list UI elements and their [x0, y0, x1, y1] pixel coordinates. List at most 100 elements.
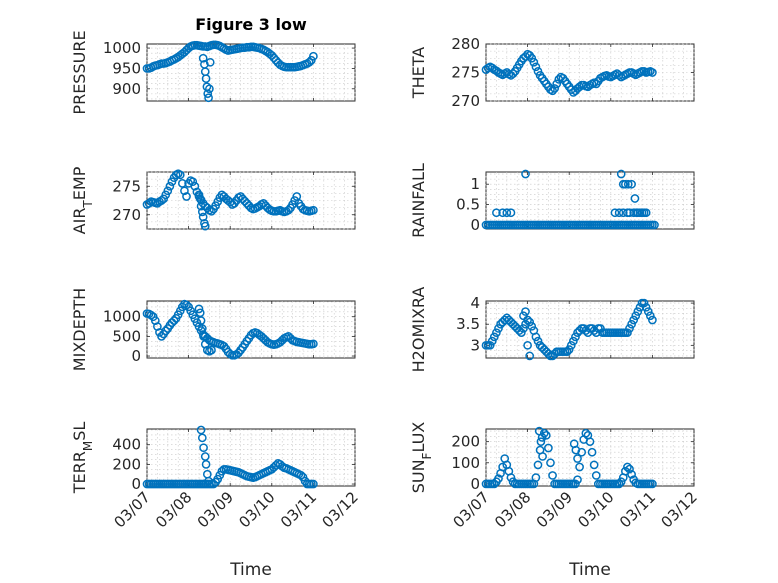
ytick-label-terrmsl: 0	[131, 475, 141, 493]
data-point-mixdepth	[207, 345, 216, 355]
data-point-pressure	[198, 53, 208, 63]
data-point-sunflux	[571, 445, 581, 455]
data-point-sunflux	[498, 462, 507, 472]
data-point-sunflux	[591, 471, 601, 480]
series-rainfall	[481, 169, 659, 230]
data-point-h2omixra	[519, 324, 528, 333]
data-point-terrmsl	[196, 425, 206, 435]
data-point-mixdepth	[169, 316, 179, 326]
xtick-label-terrmsl: 03/12	[319, 488, 362, 531]
data-point-sunflux	[494, 474, 503, 483]
data-point-mixdepth	[146, 310, 156, 320]
grid-rainfall	[485, 172, 695, 229]
ytick-label-theta: 270	[451, 92, 480, 110]
data-point-terrmsl	[271, 461, 281, 470]
data-point-sunflux	[546, 458, 555, 468]
data-point-airtemp	[207, 206, 216, 216]
data-point-sunflux	[623, 462, 632, 472]
data-point-sunflux	[581, 428, 591, 438]
data-point-airtemp	[163, 186, 173, 196]
data-point-sunflux	[589, 460, 599, 470]
data-point-theta	[575, 82, 584, 92]
ytick-label-h2omixra: 4	[470, 294, 480, 312]
data-point-mixdepth	[157, 332, 166, 341]
ytick-label-airtemp: 275	[112, 177, 141, 195]
data-point-pressure	[205, 57, 215, 67]
data-point-h2omixra	[569, 336, 578, 346]
data-point-h2omixra	[562, 347, 572, 357]
data-point-sunflux	[533, 460, 543, 470]
data-point-rainfall	[610, 208, 620, 218]
ytick-label-h2omixra: 3	[470, 336, 480, 354]
data-point-sunflux	[536, 437, 546, 447]
data-point-pressure	[205, 84, 214, 94]
ytick-label-mixdepth: 500	[112, 327, 141, 345]
data-point-rainfall	[650, 220, 659, 230]
data-point-sunflux	[548, 471, 557, 480]
data-point-airtemp	[182, 192, 191, 201]
ytick-label-theta: 275	[451, 64, 480, 82]
data-point-terrmsl	[199, 443, 208, 453]
ylabel-sunflux: SUNFLUX	[409, 422, 434, 494]
data-point-pressure	[267, 51, 277, 60]
series-terrmsl	[142, 425, 318, 489]
series-sunflux	[481, 426, 657, 489]
xlabel-sunflux: Time	[568, 560, 611, 580]
data-point-pressure	[309, 51, 318, 61]
xtick-label-sunflux: 03/07	[450, 488, 493, 531]
ytick-label-airtemp: 270	[112, 206, 141, 224]
ylabel-mixdepth: MIXDEPTH	[70, 288, 89, 371]
data-point-mixdepth	[199, 332, 208, 341]
data-point-h2omixra	[525, 317, 535, 327]
data-point-rainfall	[614, 208, 624, 218]
data-point-h2omixra	[625, 324, 634, 333]
axes-rainfall: 0 0.5 1 RAINFALL	[409, 163, 695, 238]
ytick-label-terrmsl: 200	[112, 455, 141, 473]
axes-h2omixra: 3 3.5 4 H2OMIXRA	[409, 287, 695, 372]
ytick-label-mixdepth: 1000	[103, 308, 141, 326]
data-point-rainfall	[506, 208, 516, 218]
data-point-pressure	[204, 93, 213, 103]
data-point-h2omixra	[648, 315, 657, 325]
data-point-rainfall	[630, 194, 640, 203]
data-point-theta	[614, 71, 624, 80]
data-point-h2omixra	[627, 319, 636, 329]
ytick-label-h2omixra: 3.5	[456, 315, 480, 333]
data-point-h2omixra	[564, 345, 574, 354]
xtick-label-sunflux: 03/08	[491, 488, 534, 531]
data-point-airtemp	[157, 196, 166, 205]
data-point-rainfall	[618, 208, 628, 218]
data-point-terrmsl	[296, 470, 306, 480]
data-point-h2omixra	[575, 326, 584, 335]
data-point-h2omixra	[525, 351, 535, 361]
grid-pressure	[146, 44, 356, 101]
series-h2omixra	[481, 298, 657, 361]
data-point-rainfall	[639, 208, 649, 218]
data-point-theta	[508, 69, 518, 78]
data-point-rainfall	[616, 169, 626, 179]
xtick-label-terrmsl: 03/10	[235, 488, 278, 531]
data-point-sunflux	[538, 452, 547, 461]
data-point-sunflux	[534, 426, 544, 436]
data-point-h2omixra	[489, 332, 499, 342]
data-point-airtemp	[165, 181, 175, 191]
data-point-mixdepth	[196, 316, 206, 326]
ytick-label-theta: 280	[451, 35, 480, 53]
ylabel-airtemp: AIRTEMP	[70, 166, 95, 234]
ylabel-rainfall: RAINFALL	[409, 163, 428, 238]
data-point-airtemp	[180, 186, 189, 196]
data-point-h2omixra	[492, 328, 501, 338]
data-point-h2omixra	[623, 328, 632, 338]
data-point-h2omixra	[521, 307, 530, 316]
data-point-theta	[531, 62, 541, 72]
data-point-airtemp	[190, 181, 200, 191]
data-point-airtemp	[198, 212, 208, 222]
data-point-terrmsl	[197, 433, 207, 443]
data-point-rainfall	[621, 179, 630, 189]
data-point-sunflux	[575, 462, 584, 472]
ytick-label-pressure: 900	[112, 80, 141, 98]
data-point-pressure	[269, 53, 279, 63]
data-point-sunflux	[627, 470, 636, 479]
